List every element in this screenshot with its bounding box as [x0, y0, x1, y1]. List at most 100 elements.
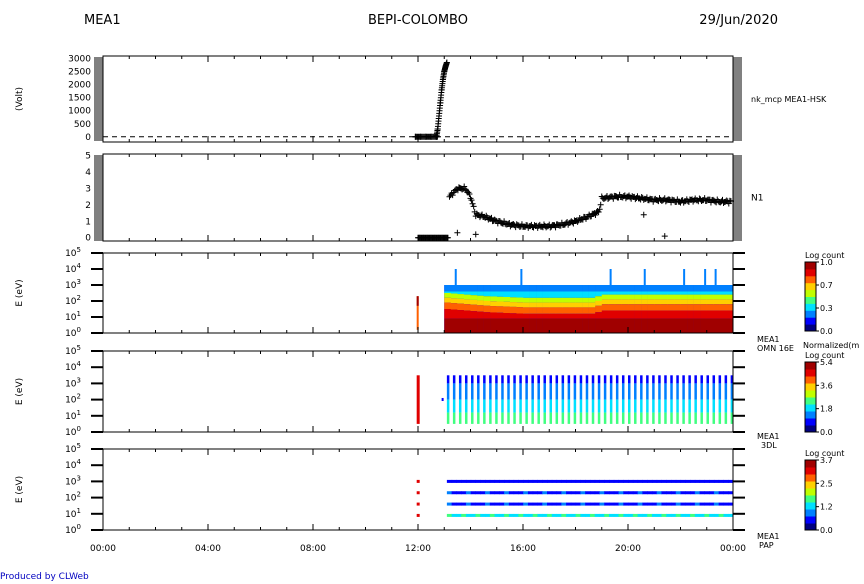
3dl-stripe-segment: [537, 399, 540, 413]
omn-heatmap-cell: [706, 299, 714, 305]
3dl-stripe-segment: [471, 375, 474, 384]
colorbar-1-segment: [805, 379, 816, 382]
colorbar-1-segment: [805, 426, 816, 429]
n1-point: [592, 211, 599, 218]
pap-line-segment: [585, 513, 591, 517]
omn-heatmap-cell: [582, 297, 589, 303]
pap-right-label-2: PAP: [759, 541, 774, 550]
3dl-stripe-segment: [549, 375, 553, 384]
colorbar-0-segment: [805, 270, 816, 273]
pap-line-segment: [709, 479, 715, 483]
pap-line-segment: [527, 513, 534, 517]
pap-line-segment: [647, 491, 653, 495]
pap-line-segment: [532, 479, 538, 483]
colorbar-2-segment: [805, 486, 816, 489]
omn-heatmap-cell: [673, 294, 681, 300]
3dl-stripe-segment: [489, 375, 492, 384]
pap-line-segment: [451, 491, 457, 495]
omn-heatmap-cell: [555, 291, 563, 298]
omn-heatmap-cell: [549, 285, 557, 292]
colorbar-2-segment: [805, 514, 816, 517]
omn-heatmap-cell: [700, 310, 708, 319]
omn-heatmap-cell: [647, 299, 655, 305]
3dl-stripe-segment: [676, 383, 679, 400]
3dl-stripe-segment: [712, 399, 716, 413]
omn-heatmap-cell: [477, 300, 484, 306]
omn-heatmap-cell: [470, 291, 478, 296]
omn-heatmap-cell: [647, 285, 655, 292]
pap-line-segment: [704, 513, 710, 517]
omn-heatmap-cell: [667, 304, 675, 311]
3dl-stripe-segment: [561, 383, 565, 400]
colorbar-1-segment: [805, 370, 816, 373]
omn-heatmap-cell: [568, 291, 576, 298]
pap-line-segment: [628, 479, 634, 483]
omn-heatmap-cell: [660, 299, 668, 305]
3dl-stripe-segment: [730, 399, 734, 413]
3dl-stripe-segment: [712, 383, 716, 400]
omn-heatmap-cell: [542, 313, 550, 319]
pap-line-segment: [637, 502, 643, 506]
3dl-stripe-segment: [495, 375, 498, 384]
colorbar-0-segment: [805, 265, 816, 268]
3dl-stripe-segment: [452, 383, 456, 400]
x-tick-label: 00:00: [90, 544, 116, 554]
colorbar-1-segment: [805, 386, 816, 389]
3dl-stripe-segment: [664, 412, 667, 424]
omn-heatmap-cell: [713, 304, 721, 311]
omn-heatmap-cell: [680, 299, 688, 305]
3dl-stripe-segment: [634, 399, 637, 413]
pap-line-segment: [470, 479, 476, 483]
omn-heatmap-cell: [660, 294, 668, 300]
voltage-point: [436, 112, 442, 119]
energy-tick-exponent: 3: [77, 376, 81, 384]
3dl-stripe-segment: [694, 412, 697, 424]
omn-heatmap-cell: [582, 307, 589, 314]
omn-heatmap-cell: [444, 293, 452, 298]
pap-line-segment: [580, 479, 586, 483]
colorbar-1-segment: [805, 384, 816, 387]
colorbar-0-segment: [805, 277, 816, 280]
omn-heatmap-cell: [641, 294, 648, 300]
pap-line-segment: [699, 513, 705, 517]
colorbar-0-segment: [805, 306, 816, 310]
pap-line-segment: [566, 513, 572, 517]
omn-heatmap-cell: [490, 291, 498, 297]
pap-line-segment: [575, 491, 581, 495]
omn-heatmap-cell: [463, 291, 471, 295]
pap-line-segment: [508, 513, 515, 517]
3dl-stripe-segment: [525, 383, 528, 400]
omn-heatmap-cell: [608, 285, 616, 292]
omn-heatmap-cell: [726, 318, 734, 333]
omn-heatmap-cell: [614, 291, 622, 295]
voltage-point: [437, 99, 444, 106]
n1-point: [597, 201, 604, 208]
pap-line-segment: [485, 513, 491, 517]
pap-line-segment: [623, 502, 629, 506]
pap-line-segment: [728, 479, 734, 483]
omn-heatmap-cell: [568, 297, 576, 303]
header-left: MEA1: [84, 13, 121, 28]
omn-right-label-2: OMN 16E: [757, 344, 794, 353]
pap-line-segment: [632, 479, 639, 483]
omn-heatmap-cell: [575, 297, 583, 303]
energy-tick-label: 102: [65, 294, 81, 307]
omn-heatmap-cell: [634, 318, 642, 333]
pap-line-segment: [475, 502, 481, 506]
omn-heatmap-cell: [483, 318, 491, 333]
3dl-stripe-segment: [664, 399, 667, 413]
omn-heatmap-cell: [529, 297, 537, 303]
3dl-stripe-segment: [718, 399, 722, 413]
colorbar-0-segment: [805, 268, 816, 272]
omn-heatmap-cell: [667, 285, 675, 292]
omn-heatmap-cell: [601, 318, 609, 333]
colorbar-0-title: Log count: [805, 251, 844, 260]
pap-line-segment: [561, 491, 567, 495]
pap-line-segment: [461, 479, 467, 483]
omn-heatmap-cell: [450, 309, 458, 319]
omn-heatmap-cell: [588, 302, 596, 308]
energy-tick-label: 100: [65, 523, 81, 536]
header-right: 29/Jun/2020: [699, 13, 778, 28]
omn-heatmap-cell: [582, 302, 589, 308]
